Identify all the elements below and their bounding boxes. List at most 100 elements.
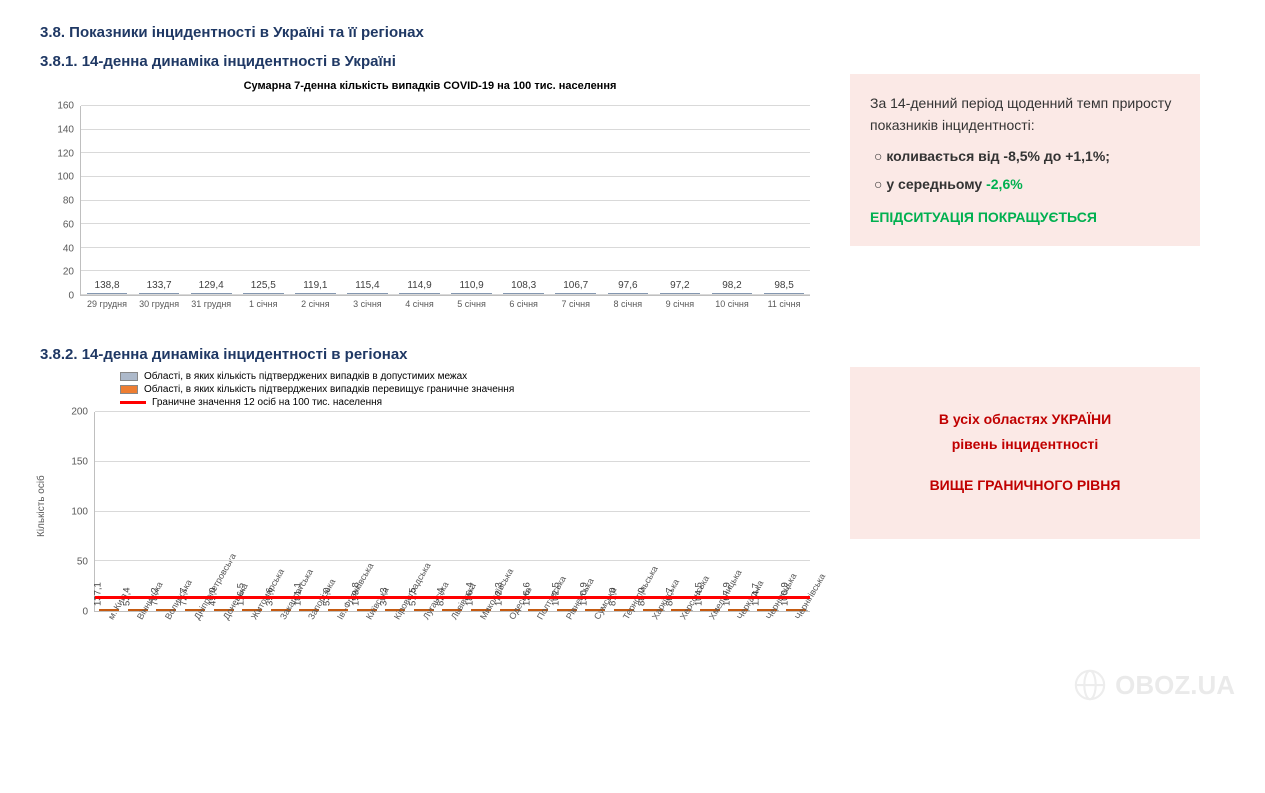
chart1-bar-cell: 133,730 грудня [133, 280, 185, 295]
chart2-value-label: 116,5 [236, 583, 247, 606]
chart1-value-label: 129,4 [199, 280, 224, 291]
legend-item-blue: Області, в яких кількість підтверджених … [120, 371, 820, 382]
chart1-ytick: 120 [40, 148, 74, 159]
chart2-bar-cell: 142,3Одеська [495, 609, 524, 611]
chart1-bar-cell: 108,36 січня [498, 280, 550, 295]
chart1-x-label: 29 грудня [87, 299, 127, 309]
chart1-bar-cell: 98,511 січня [758, 280, 810, 295]
legend-label-threshold: Граничне значення 12 осіб на 100 тис. на… [152, 397, 382, 408]
chart1-value-label: 108,3 [511, 280, 536, 291]
chart2-bar-cell: 186,4Миколаївська [467, 609, 496, 611]
chart1-x-label: 10 січня [715, 299, 749, 309]
chart1-x-label: 5 січня [457, 299, 486, 309]
chart2-bar-cell: 114,7Чернівецька [753, 609, 782, 611]
row-chart1: Сумарна 7-денна кількість випадків COVID… [40, 74, 1225, 326]
summary1-bullet2-value: -2,6% [986, 176, 1023, 192]
chart1-ytick: 140 [40, 124, 74, 135]
chart1-x-label: 1 січня [249, 299, 278, 309]
chart1-x-label: 6 січня [509, 299, 538, 309]
section-heading-381: 3.8.1. 14-денна динаміка інцидентності в… [40, 53, 1225, 70]
chart2-value-label: 167,9 [722, 582, 733, 606]
chart1-value-label: 98,5 [774, 280, 793, 291]
chart2-value-label: 102,5 [550, 582, 561, 606]
chart2-ytick: 50 [60, 557, 88, 568]
legend-label-blue: Області, в яких кількість підтверджених … [144, 371, 467, 382]
legend-swatch-line [120, 401, 146, 404]
chart2-legend: Області, в яких кількість підтверджених … [120, 371, 820, 408]
chart1-bar-cell: 125,51 січня [237, 280, 289, 295]
threshold-line [95, 596, 810, 599]
summary2-line2: рівень інцидентності [870, 432, 1180, 457]
chart1-bar-cell: 97,29 січня [654, 280, 706, 295]
chart1-ytick: 160 [40, 101, 74, 112]
chart2-bar-cell: 53,4Вінницька [124, 609, 153, 611]
chart1-ytick: 20 [40, 267, 74, 278]
chart1-x-label: 2 січня [301, 299, 330, 309]
globe-icon [1073, 668, 1107, 702]
chart2-bar-cell: 86,7Херсонська [667, 609, 696, 611]
chart1-ytick: 0 [40, 291, 74, 302]
chart1-x-label: 3 січня [353, 299, 382, 309]
chart1-value-label: 133,7 [147, 280, 172, 291]
chart2-bar-cell: 49,0Донецька [209, 609, 238, 611]
chart2-bar-cell: 39,6Закарпатська [267, 609, 296, 611]
summary-box-2: В усіх областях УКРАЇНИ рівень інцидентн… [850, 367, 1200, 539]
chart2-bar-cell: 116,5Житомирська [238, 609, 267, 611]
chart2-ytick: 150 [60, 457, 88, 468]
chart1-ytick: 40 [40, 243, 74, 254]
chart2-value-label: 137,1 [93, 582, 104, 606]
chart1-bar-cell: 97,68 січня [602, 280, 654, 295]
chart2-bar-cell: 181,1Запорізька [295, 609, 324, 611]
chart1-value-label: 97,2 [670, 280, 689, 291]
chart1-value-label: 106,7 [563, 280, 588, 291]
chart2-bar-cell: 82,4Львівська [438, 609, 467, 611]
chart2-value-label: 130,9 [579, 582, 590, 606]
legend-swatch-orange [120, 385, 138, 394]
chart2-bar-cell: 78,2Волинська [152, 609, 181, 611]
chart1-bar-cell: 115,43 січня [341, 280, 393, 295]
chart1-value-label: 114,9 [407, 280, 431, 291]
chart2-value-label: 186,4 [465, 582, 476, 606]
chart2-ytick: 0 [60, 607, 88, 618]
chart1-ytick: 60 [40, 219, 74, 230]
watermark-text: OBOZ.UA [1115, 670, 1235, 701]
chart1-bar-cell: 106,77 січня [550, 280, 602, 295]
chart1-column: Сумарна 7-денна кількість випадків COVID… [40, 74, 820, 326]
summary1-conclusion: ЕПІДСИТУАЦІЯ ПОКРАЩУЄТЬСЯ [870, 206, 1180, 228]
legend-label-orange: Області, в яких кількість підтверджених … [144, 384, 514, 395]
section-heading-382: 3.8.2. 14-денна динаміка інцидентності в… [40, 346, 1225, 363]
chart2-bar-cell: 102,5Рівненська [553, 609, 582, 611]
chart2-bar-cell: 34,3Кіровоградська [381, 609, 410, 611]
chart2-value-label: 159,8 [350, 582, 361, 606]
chart1-bar-cell: 129,431 грудня [185, 280, 237, 295]
legend-swatch-blue [120, 372, 138, 381]
chart2-bar-cell: 126,6Полтавська [524, 609, 553, 611]
chart2: Кількість осіб 050100150200 137,1м. Київ… [40, 412, 820, 702]
chart1-value-label: 125,5 [251, 280, 276, 291]
chart1-ytick: 80 [40, 196, 74, 207]
chart1-bar-cell: 98,210 січня [706, 280, 758, 295]
chart2-column: Області, в яких кількість підтверджених … [40, 367, 820, 702]
summary1-bullet1: коливається від -8,5% до +1,1%; [874, 145, 1180, 167]
legend-item-threshold: Граничне значення 12 осіб на 100 тис. на… [120, 397, 820, 408]
chart1-x-label: 9 січня [666, 299, 695, 309]
chart1-value-label: 138,8 [95, 280, 120, 291]
chart2-bar-cell: 130,9Сумська [581, 609, 610, 611]
chart1-x-label: 4 січня [405, 299, 434, 309]
chart2-bar-cell: 88,0Харківська [638, 609, 667, 611]
chart2-bar-cell: 81,0Тернопільська [610, 609, 639, 611]
summary2-line3: ВИЩЕ ГРАНИЧНОГО РІВНЯ [870, 473, 1180, 498]
section-heading-38: 3.8. Показники інцидентності в Україні т… [40, 24, 1225, 41]
chart2-bar-cell: 72,7Дніпропетровська [181, 609, 210, 611]
chart2-bar-cell: 167,9Черкаська [724, 609, 753, 611]
chart1: 020406080100120140160 138,829 грудня133,… [40, 96, 820, 326]
chart1-x-label: 7 січня [561, 299, 590, 309]
chart2-value-label: 142,3 [493, 582, 504, 606]
chart2-ytick: 100 [60, 507, 88, 518]
chart2-value-label: 126,6 [522, 582, 533, 606]
summary2-line1: В усіх областях УКРАЇНИ [870, 407, 1180, 432]
summary-box-1: За 14-денний період щоденний темп прирос… [850, 74, 1200, 246]
chart2-bar-cell: 137,1м. Київ [95, 609, 124, 611]
row-chart2: Області, в яких кількість підтверджених … [40, 367, 1225, 702]
chart2-value-label: 114,7 [750, 583, 761, 606]
